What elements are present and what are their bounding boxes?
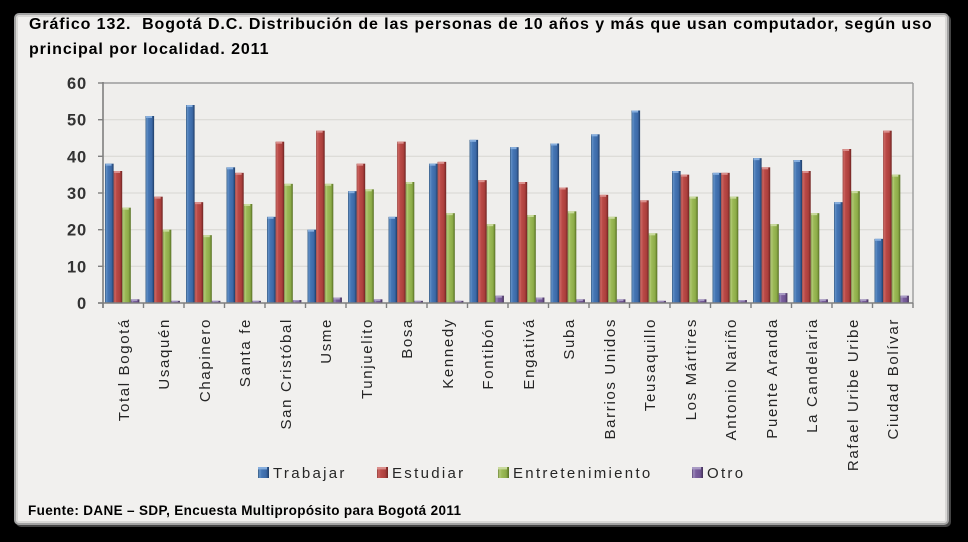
svg-text:Fontibón: Fontibón [480,318,497,390]
svg-text:Teusaquillo: Teusaquillo [642,318,659,411]
svg-text:Trabajar: Trabajar [273,465,347,482]
svg-text:Kennedy: Kennedy [440,318,457,389]
svg-text:Suba: Suba [561,318,578,360]
svg-text:Entretenimiento: Entretenimiento [513,465,653,482]
svg-text:Los Mártires: Los Mártires [683,318,700,420]
svg-text:Otro: Otro [707,465,745,482]
svg-text:Antonio Nariño: Antonio Nariño [723,318,740,440]
svg-text:Rafael Uribe Uribe: Rafael Uribe Uribe [845,318,862,471]
svg-text:40: 40 [67,148,87,166]
svg-text:0: 0 [77,295,87,313]
svg-text:Engativá: Engativá [521,318,538,390]
svg-text:10: 10 [67,258,87,276]
svg-text:Usme: Usme [318,318,335,364]
svg-text:San Cristóbal: San Cristóbal [278,318,295,430]
svg-text:Barrios Unidos: Barrios Unidos [602,318,619,439]
svg-text:La Candelaria: La Candelaria [804,318,821,433]
svg-text:50: 50 [67,112,87,130]
svg-text:Puente Aranda: Puente Aranda [764,318,781,439]
svg-text:Estudiar: Estudiar [392,465,465,482]
svg-text:20: 20 [67,222,87,240]
svg-text:Ciudad Bolívar: Ciudad Bolívar [885,318,902,440]
svg-text:Chapinero: Chapinero [197,318,214,402]
svg-text:Tunjuelito: Tunjuelito [359,318,376,399]
svg-text:Usaquén: Usaquén [156,318,173,390]
svg-text:60: 60 [67,75,87,93]
svg-text:Santa fe: Santa fe [237,318,254,387]
svg-text:Bosa: Bosa [399,318,416,359]
svg-text:30: 30 [67,185,87,203]
svg-text:Total Bogotá: Total Bogotá [116,318,133,421]
